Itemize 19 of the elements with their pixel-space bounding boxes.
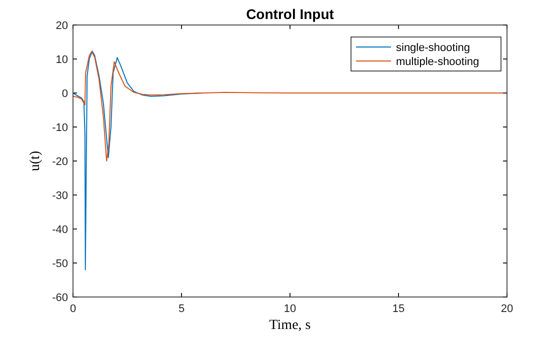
legend-label: single-shooting	[396, 42, 470, 54]
x-tick-label: 15	[392, 303, 405, 315]
y-tick-label: -20	[52, 156, 68, 168]
x-tick-label: 0	[70, 303, 76, 315]
chart-title: Control Input	[246, 6, 334, 22]
y-tick-label: -10	[52, 122, 68, 134]
y-tick-label: 20	[56, 20, 68, 32]
x-tick-label: 10	[284, 303, 296, 315]
y-tick-label: 0	[62, 88, 68, 100]
legend-label: multiple-shooting	[396, 56, 480, 68]
y-tick-label: -40	[52, 224, 68, 236]
y-axis-title: u(t)	[28, 150, 43, 172]
y-tick-label: -30	[52, 190, 68, 202]
y-tick-label: -60	[52, 292, 68, 304]
y-tick-label: -50	[52, 258, 68, 270]
x-tick-label: 5	[178, 303, 185, 315]
y-tick-label: 10	[56, 54, 68, 66]
x-tick-label: 20	[500, 303, 514, 315]
x-axis-title: Time, s	[269, 318, 311, 333]
